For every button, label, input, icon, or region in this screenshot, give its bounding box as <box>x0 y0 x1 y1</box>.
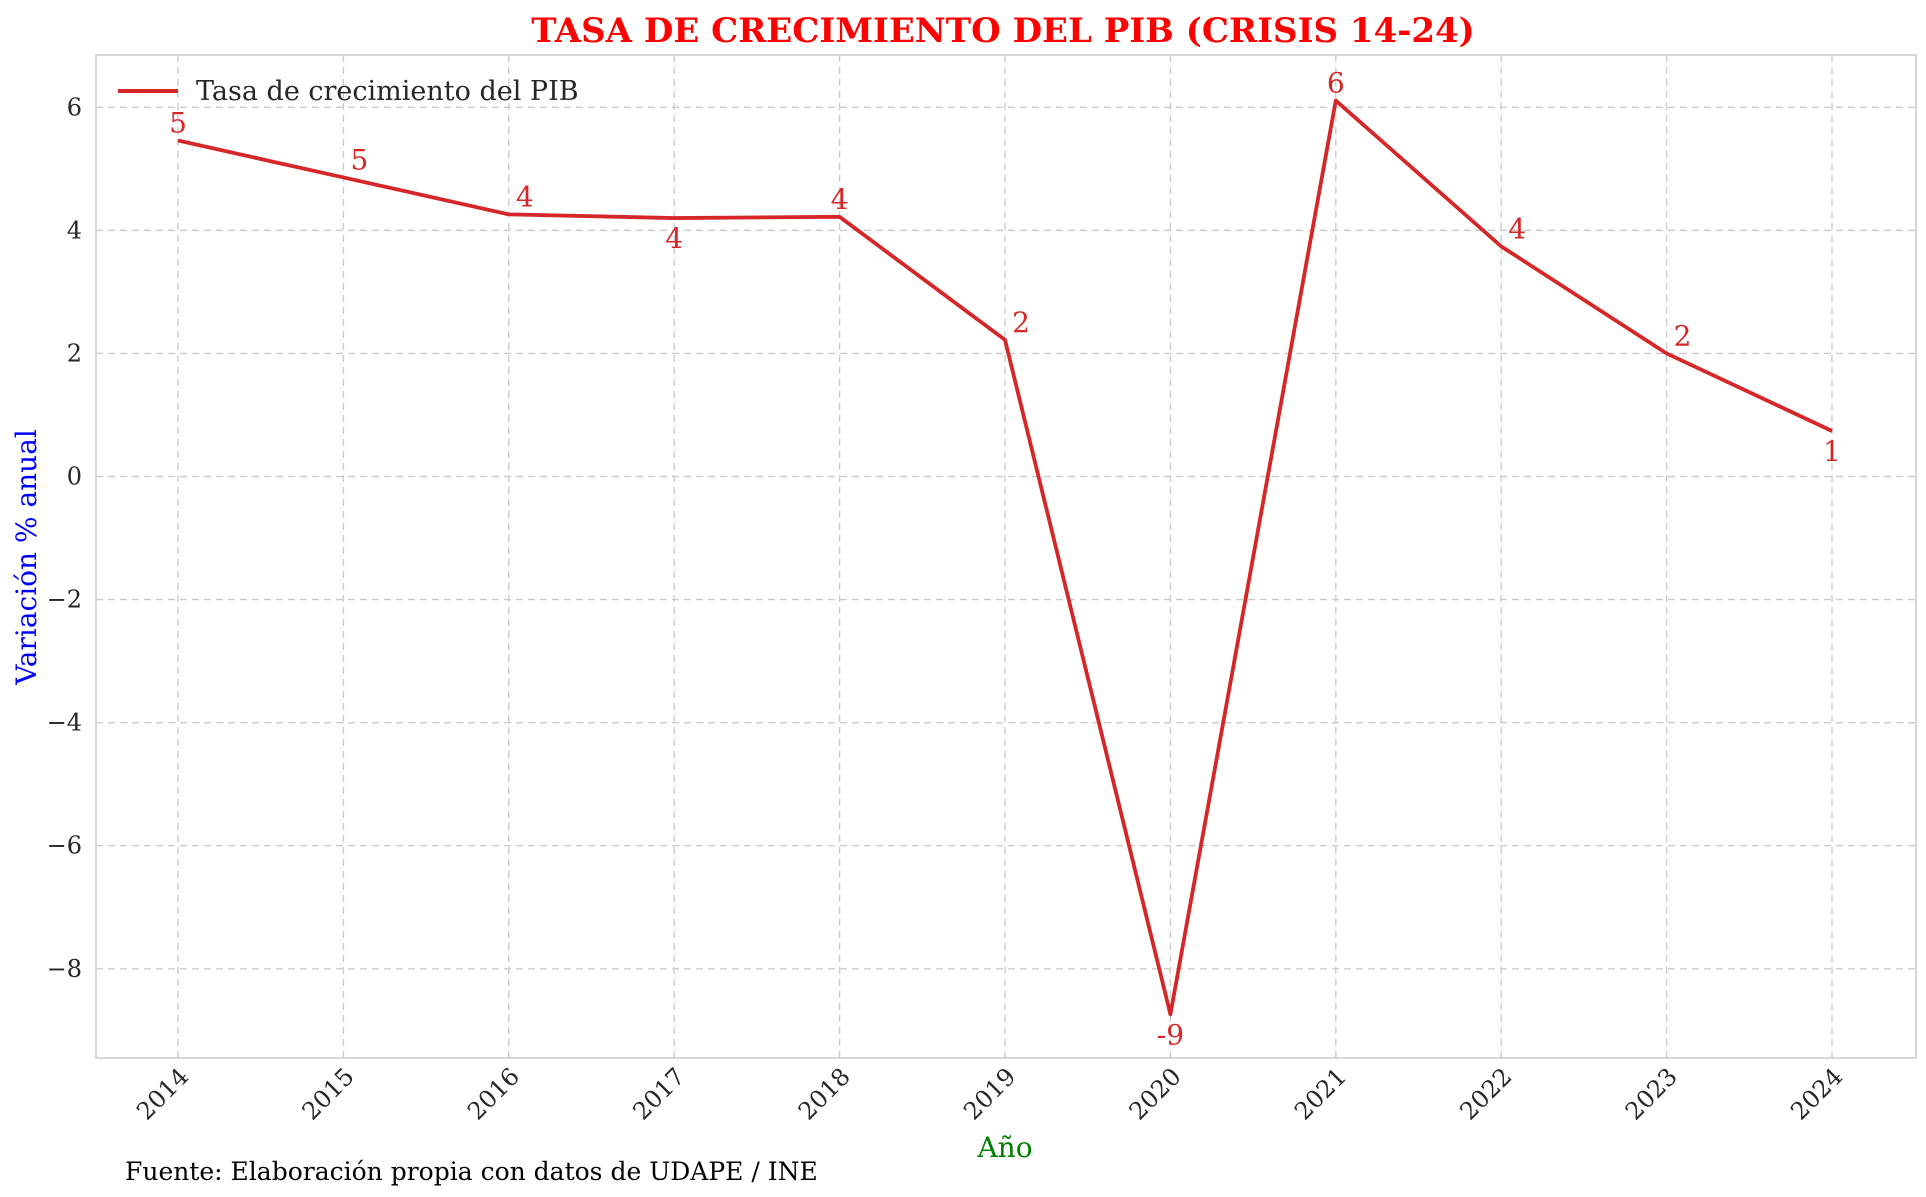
data-label: 4 <box>831 183 849 216</box>
x-tick-label: 2015 <box>297 1062 360 1125</box>
y-tick-label: −2 <box>47 586 82 614</box>
chart-title: TASA DE CRECIMIENTO DEL PIB (CRISIS 14-2… <box>531 11 1474 51</box>
y-axis-label: Variación % anual <box>10 429 43 686</box>
series-line <box>177 98 1833 1017</box>
x-tick-label: 2017 <box>627 1062 690 1125</box>
y-tick-label: 2 <box>67 339 82 367</box>
legend-label: Tasa de crecimiento del PIB <box>196 76 579 107</box>
x-axis-label: Año <box>976 1131 1032 1164</box>
data-label: 2 <box>1674 319 1692 352</box>
data-label: -9 <box>1157 1018 1184 1051</box>
y-tick-label: 4 <box>67 216 82 244</box>
x-tick-label: 2016 <box>462 1062 525 1125</box>
y-tick-label: −8 <box>47 955 82 983</box>
y-axis-ticks: 6 4 2 0 −2 −4 −6 −8 <box>47 93 82 982</box>
source-note: Fuente: Elaboración propia con datos de … <box>125 1157 818 1186</box>
x-axis-ticks: 2014 2015 2016 2017 2018 2019 2020 2021 2022 2023… <box>131 1062 1848 1125</box>
y-tick-label: 0 <box>67 463 82 491</box>
y-tick-label: −6 <box>47 832 82 860</box>
data-label: 5 <box>169 107 187 140</box>
data-label: 6 <box>1327 67 1345 100</box>
data-label: 4 <box>1508 212 1526 245</box>
data-label: 5 <box>350 143 368 176</box>
x-tick-label: 2023 <box>1620 1062 1683 1125</box>
x-tick-label: 2019 <box>958 1062 1021 1125</box>
data-label: 1 <box>1823 435 1841 468</box>
y-tick-label: 6 <box>67 93 82 121</box>
plot-frame <box>95 54 1917 1059</box>
data-label: 4 <box>665 222 683 255</box>
data-label: 4 <box>516 180 534 213</box>
legend: Tasa de crecimiento del PIB <box>118 76 579 107</box>
grid-lines <box>96 55 1916 1058</box>
x-tick-label: 2014 <box>131 1062 194 1125</box>
data-label: 2 <box>1012 306 1030 339</box>
x-tick-label: 2020 <box>1124 1062 1187 1125</box>
x-tick-label: 2022 <box>1454 1062 1517 1125</box>
x-tick-label: 2021 <box>1289 1062 1352 1125</box>
x-tick-label: 2024 <box>1785 1062 1848 1125</box>
series-layer <box>177 98 1833 1017</box>
y-tick-label: −4 <box>47 709 82 737</box>
data-labels: 5 5 4 4 4 2 -9 6 4 2 1 <box>169 67 1841 1052</box>
x-tick-label: 2018 <box>793 1062 856 1125</box>
